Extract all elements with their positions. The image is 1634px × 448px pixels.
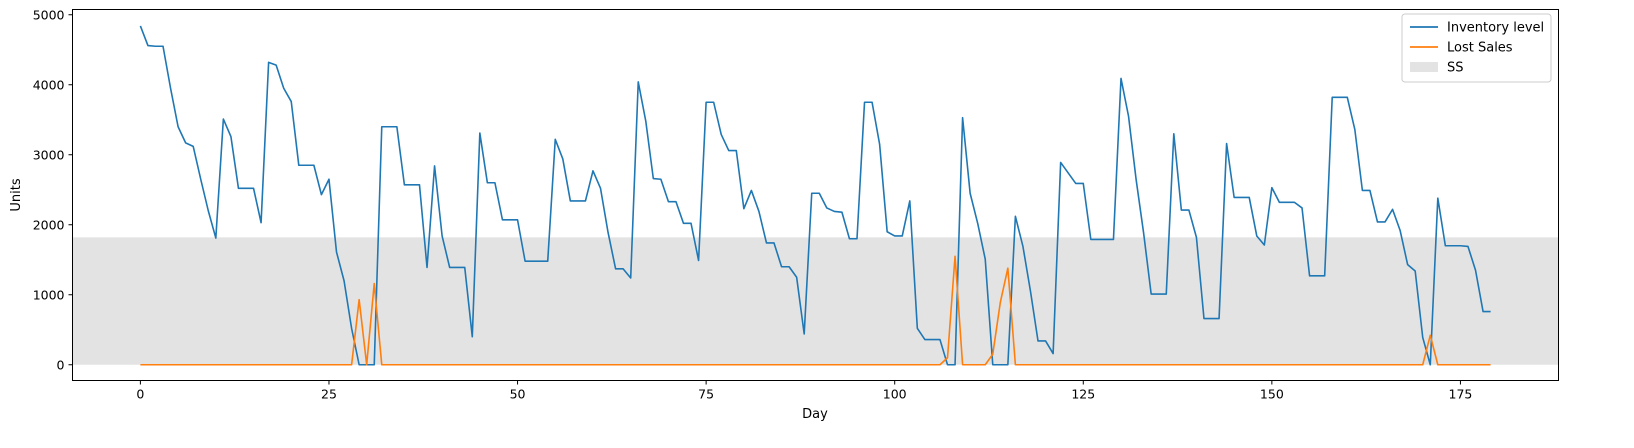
legend-swatch-ss (1410, 62, 1438, 72)
plot-frame (72, 9, 1559, 381)
legend-frame (1401, 13, 1552, 83)
x-tick-label: 100 (883, 387, 907, 402)
x-axis-label: Day (802, 407, 828, 422)
x-tick-label: 0 (136, 387, 144, 402)
y-axis: 0 1000 2000 3000 4000 5000 (33, 7, 73, 372)
y-tick-label: 1000 (33, 287, 65, 302)
y-tick-label: 0 (57, 357, 65, 372)
x-tick-label: 25 (321, 387, 337, 402)
x-tick-label: 75 (698, 387, 714, 402)
x-tick-label: 125 (1071, 387, 1095, 402)
ss-band (72, 237, 1559, 365)
y-tick-label: 4000 (33, 77, 65, 92)
y-tick-label: 3000 (33, 147, 65, 162)
y-tick-label: 5000 (33, 7, 65, 22)
x-tick-label: 50 (510, 387, 526, 402)
series-line-lost-sales (140, 255, 1491, 366)
x-tick-label: 175 (1449, 387, 1473, 402)
y-axis-label: Units (9, 178, 24, 211)
y-tick-label: 2000 (33, 217, 65, 232)
plot-area (72, 25, 1559, 366)
legend-label-lost-sales: Lost Sales (1447, 41, 1513, 56)
legend-label-inventory: Inventory level (1447, 21, 1544, 36)
series-line-inventory-level (139, 25, 1491, 366)
x-tick-label: 150 (1260, 387, 1284, 402)
legend-label-ss: SS (1447, 61, 1464, 76)
legend: Inventory level Lost Sales SS (1401, 13, 1552, 83)
x-axis: 0 25 50 75 100 125 150 175 (136, 380, 1473, 402)
